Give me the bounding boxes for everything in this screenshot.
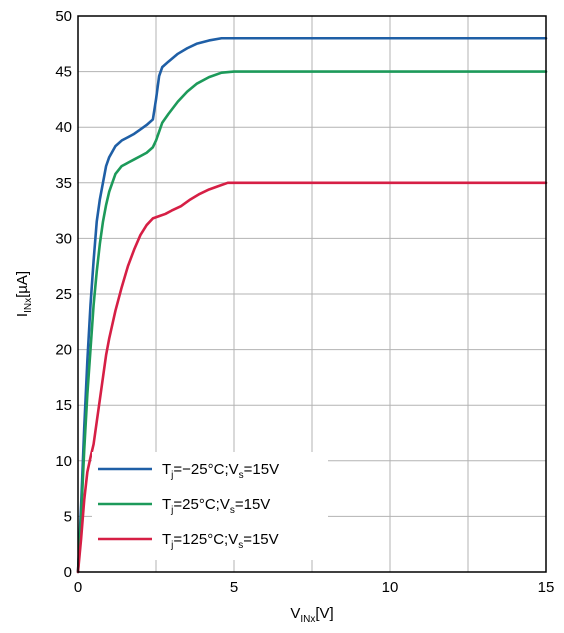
x-tick-label: 5	[230, 579, 238, 596]
y-tick-label: 20	[55, 342, 72, 359]
y-axis-label: IINx[µA]	[14, 271, 34, 317]
series-line-0	[76, 36, 548, 574]
plot-frame	[77, 15, 547, 573]
tick-labels: 0 5 10 15 0 5 10 15 20 25 30 35 40 45 50	[55, 8, 554, 596]
legend-sub-j: j	[170, 470, 173, 481]
y-tick-label: 40	[55, 119, 72, 136]
legend-label-2: Tj=125°C;Vs=15V	[162, 531, 279, 551]
x-axis-label: VINx[V]	[290, 605, 333, 625]
y-tick-label: 25	[55, 286, 72, 303]
legend-t: T	[162, 461, 171, 478]
series-line-1	[76, 70, 548, 574]
legend-t: T	[162, 531, 171, 548]
y-tick-label: 30	[55, 230, 72, 247]
y-axis-label-main: I	[14, 313, 31, 317]
y-tick-label: 10	[55, 453, 72, 470]
legend-item-1: Tj=25°C;Vs=15V	[98, 496, 270, 516]
y-tick-label: 50	[55, 8, 72, 25]
legend-end: =15V	[244, 461, 279, 478]
y-tick-label: 0	[64, 564, 72, 581]
legend-sub-s: s	[230, 505, 235, 516]
y-tick-label: 5	[64, 508, 72, 525]
x-axis-label-sub: INx	[300, 614, 315, 625]
y-tick-label: 35	[55, 175, 72, 192]
legend-label-1: Tj=25°C;Vs=15V	[162, 496, 270, 516]
y-axis-label-sub: INx	[23, 298, 34, 313]
x-tick-label: 15	[538, 579, 555, 596]
series-line-2	[76, 181, 548, 574]
legend-sub-s: s	[238, 540, 243, 551]
legend-item-2: Tj=125°C;Vs=15V	[98, 531, 279, 551]
legend: Tj=−25°C;Vs=15V Tj=25°C;Vs=15V Tj=125°C;…	[92, 452, 328, 560]
legend-mid: =125°C;V	[173, 531, 238, 548]
legend-sub-s: s	[239, 470, 244, 481]
series-lines	[76, 36, 548, 574]
legend-label-0: Tj=−25°C;Vs=15V	[162, 461, 279, 481]
legend-sub-j: j	[170, 505, 173, 516]
legend-end: =15V	[243, 531, 278, 548]
legend-item-0: Tj=−25°C;Vs=15V	[98, 461, 279, 481]
legend-t: T	[162, 496, 171, 513]
x-tick-label: 0	[74, 579, 82, 596]
x-axis-label-unit: [V]	[315, 605, 333, 622]
x-axis-label-main: V	[290, 605, 300, 622]
x-tick-label: 10	[382, 579, 399, 596]
legend-mid: =25°C;V	[173, 496, 229, 513]
legend-end: =15V	[235, 496, 270, 513]
legend-sub-j: j	[170, 540, 173, 551]
y-tick-label: 15	[55, 397, 72, 414]
legend-mid: =−25°C;V	[173, 461, 238, 478]
y-axis-label-unit: [µA]	[14, 271, 31, 298]
y-tick-label: 45	[55, 64, 72, 81]
